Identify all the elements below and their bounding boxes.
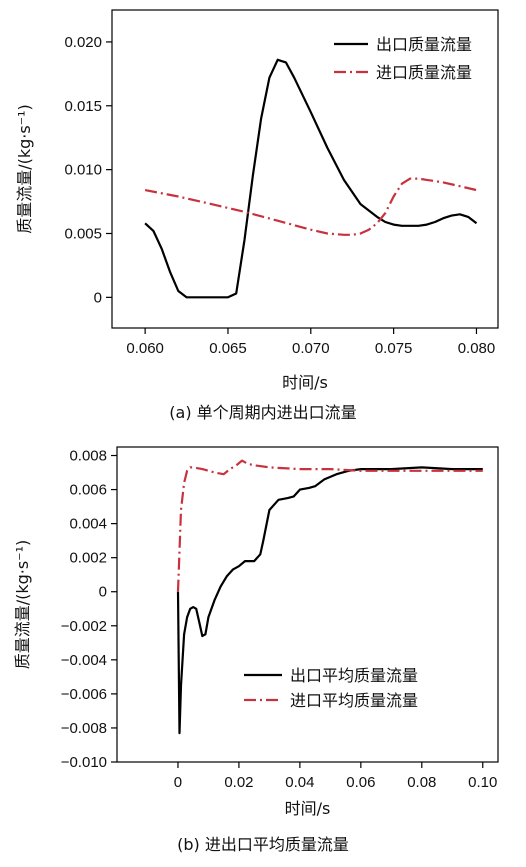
- x-tick-label: 0.10: [468, 774, 497, 791]
- series-line-outlet: [176, 466, 483, 735]
- x-tick-label: 0.06: [346, 774, 375, 791]
- x-tick-label: 0.060: [126, 340, 164, 357]
- x-tick-label: 0.075: [375, 340, 413, 357]
- x-tick-label: 0.04: [285, 774, 314, 791]
- x-axis-label: 时间/s: [282, 373, 328, 392]
- legend-label: 进口平均质量流量: [290, 691, 418, 710]
- y-tick-label: −0.004: [61, 652, 107, 669]
- chart-a: 0.060 0.065 0.070 0.075 0.080 0 0.005 0.010 0.01…: [15, 9, 499, 422]
- x-tick-label: 0.02: [224, 774, 253, 791]
- y-tick-label: 0.008: [69, 448, 107, 465]
- y-tick-label: 0: [94, 289, 102, 306]
- plot-frame: [116, 446, 499, 763]
- series-line-inlet: [176, 459, 483, 592]
- figure-caption: (a) 单个周期内进出口流量: [169, 403, 356, 422]
- chart-b: 0 0.02 0.04 0.06 0.08 0.10 −0.010 −0.008 −0.006 −…: [13, 446, 499, 854]
- legend-label: 进口质量流量: [376, 63, 472, 82]
- y-tick-label: −0.010: [61, 754, 107, 771]
- y-tick-label: −0.002: [61, 618, 107, 635]
- y-tick-label: 0.002: [69, 550, 107, 567]
- x-tick-label: 0.08: [407, 774, 436, 791]
- y-tick-label: 0.006: [69, 482, 107, 499]
- x-axis-label: 时间/s: [285, 799, 331, 818]
- x-tick-label: 0: [174, 774, 182, 791]
- y-axis-label: 质量流量/(kg·s⁻¹): [15, 104, 34, 234]
- figure-caption: (b) 进出口平均质量流量: [177, 835, 349, 854]
- y-axis-label: 质量流量/(kg·s⁻¹): [13, 540, 32, 670]
- y-tick-label: 0.020: [64, 34, 102, 51]
- y-tick-label: 0.004: [69, 516, 107, 533]
- y-tick-label: −0.008: [61, 720, 107, 737]
- plot-frame: [111, 9, 499, 329]
- y-tick-label: 0: [99, 584, 107, 601]
- y-tick-label: 0.005: [64, 225, 102, 242]
- x-tick-label: 0.070: [292, 340, 330, 357]
- legend-label: 出口质量流量: [376, 35, 472, 54]
- y-tick-label: −0.006: [61, 686, 107, 703]
- legend-label: 出口平均质量流量: [290, 666, 418, 685]
- series-line-outlet: [144, 58, 478, 299]
- y-tick-label: 0.015: [64, 98, 102, 115]
- x-tick-label: 0.065: [209, 340, 247, 357]
- series-line-inlet: [144, 177, 477, 236]
- x-tick-label: 0.080: [458, 340, 496, 357]
- y-tick-label: 0.010: [64, 162, 102, 179]
